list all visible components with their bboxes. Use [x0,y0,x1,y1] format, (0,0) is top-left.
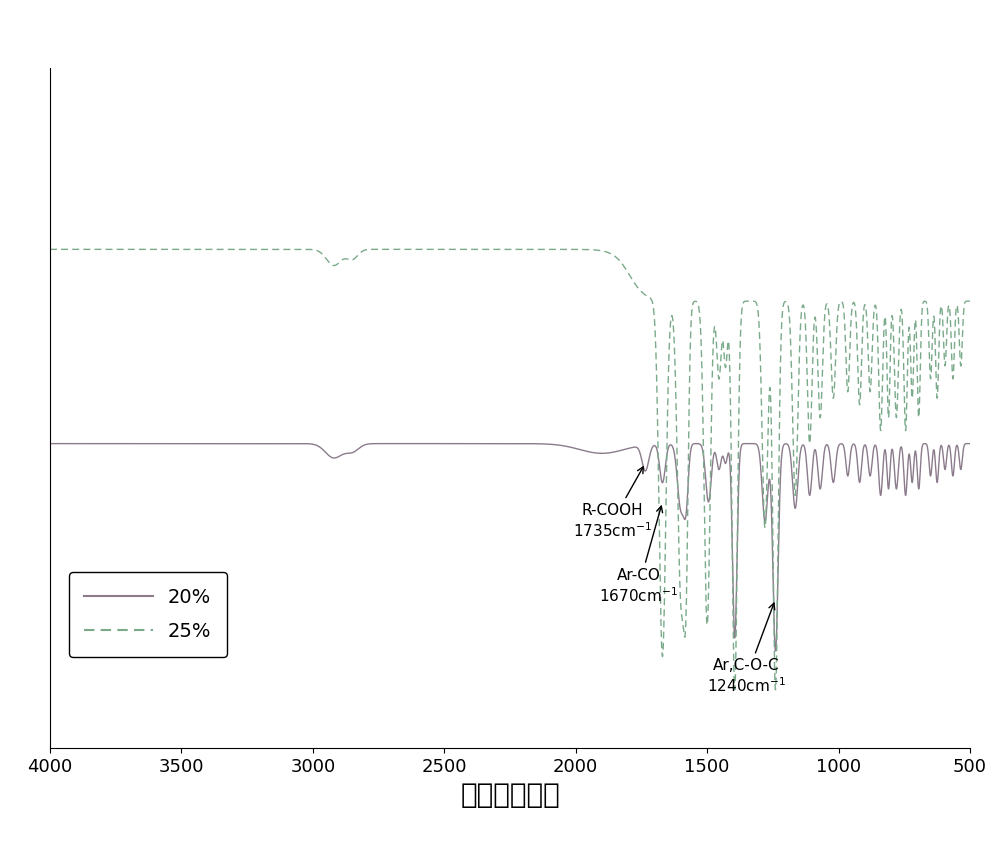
Text: Ar-CO
1670cm$^{-1}$: Ar-CO 1670cm$^{-1}$ [599,506,678,604]
20% [642,457,654,468]
Line: 20%: 20% [50,444,970,651]
25% [211,244,223,254]
Text: Ar,C-O-C
1240cm$^{-1}$: Ar,C-O-C 1240cm$^{-1}$ [707,604,786,695]
Text: R-COOH
1735cm$^{-1}$: R-COOH 1735cm$^{-1}$ [573,467,652,540]
25% [801,351,813,361]
25% [730,609,742,619]
20% [801,458,813,468]
25% [596,246,608,256]
25% [769,685,781,695]
25% [964,296,976,306]
25% [44,244,56,254]
20% [769,646,781,656]
25% [642,292,654,302]
20% [211,439,223,449]
20% [964,439,976,449]
X-axis label: 波长（纳米）: 波长（纳米） [460,781,560,809]
25% [396,244,408,254]
Legend: 20%, 25%: 20%, 25% [69,572,227,657]
20% [44,439,56,449]
20% [396,439,408,449]
20% [730,583,742,593]
Line: 25%: 25% [50,249,970,690]
20% [596,448,608,458]
